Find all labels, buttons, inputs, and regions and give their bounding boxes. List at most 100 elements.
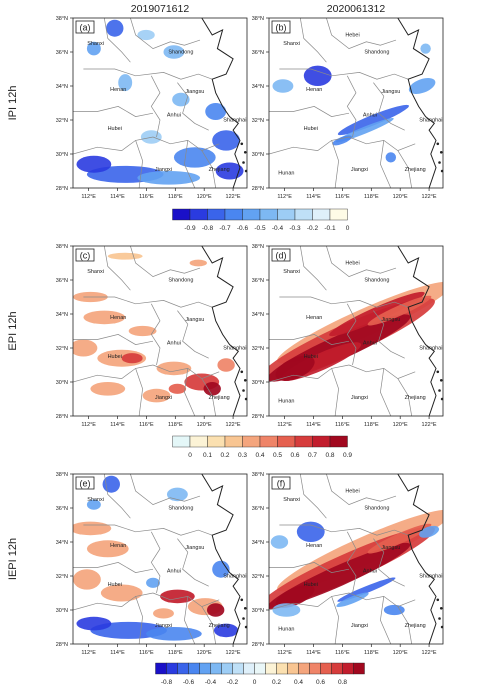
- colorbar-swatch: [189, 208, 208, 221]
- province-boundary: [73, 364, 154, 383]
- negative-field-patch: [205, 103, 227, 120]
- province-boundary: [331, 368, 339, 416]
- colorbar-swatch: [287, 662, 299, 675]
- province-label: Anhui: [167, 569, 181, 575]
- province-label: Shandong: [168, 50, 193, 56]
- lon-label: 114°E: [306, 194, 321, 200]
- colorbar-swatch: [232, 662, 244, 675]
- colorbar-label: -0.9: [184, 225, 196, 232]
- colorbar-label: 0.3: [238, 452, 247, 459]
- province-boundary: [103, 246, 131, 291]
- province-label: Anhui: [363, 113, 377, 119]
- lat-label: 34°N: [56, 540, 68, 546]
- province-label: Shanghai: [223, 346, 246, 352]
- lat-label: 36°N: [252, 50, 264, 56]
- province-label: Jiangsu: [185, 89, 204, 95]
- province-label: Shandong: [364, 506, 389, 512]
- province-boundary: [299, 246, 327, 291]
- panel-tag-box: [271, 248, 291, 262]
- negative-field-patch: [337, 577, 396, 602]
- province-label: Jiangxi: [351, 395, 368, 401]
- panel-tag: (e): [80, 479, 91, 489]
- province-boundary: [150, 531, 161, 594]
- province-boundary: [269, 136, 350, 155]
- colorbar-swatch: [210, 662, 222, 675]
- lat-label: 28°N: [252, 642, 264, 648]
- province-boundary: [346, 75, 357, 138]
- colorbar-label: 0.6: [290, 452, 299, 459]
- province-label: Zhejiang: [405, 623, 426, 629]
- island: [244, 169, 247, 173]
- colorbar-label: -0.8: [202, 225, 214, 232]
- province-boundary: [397, 606, 413, 644]
- province-boundary: [373, 310, 405, 359]
- map-panel: Hebei Shanxi Shandong Henan Jiangsu Anhui Hube…: [252, 472, 444, 656]
- colorbar-swatch: [329, 435, 348, 448]
- field-layer: [269, 246, 443, 416]
- province-label: Anhui: [363, 569, 377, 575]
- colorbar-swatch: [277, 435, 296, 448]
- lat-label: 28°N: [252, 186, 264, 192]
- colorbar-label: 0.9: [343, 452, 352, 459]
- lat-label: 30°N: [56, 152, 68, 158]
- province-label: Jiangxi: [155, 623, 172, 629]
- lon-label: 116°E: [335, 194, 350, 200]
- lon-label: 122°E: [422, 422, 437, 428]
- island: [242, 161, 245, 164]
- province-boundary: [397, 150, 413, 188]
- negative-field-patch: [146, 577, 160, 588]
- lon-label: 120°E: [393, 422, 408, 428]
- colorbar-label: -0.1: [324, 225, 336, 232]
- island: [242, 389, 245, 392]
- province-label: Hunan: [278, 398, 294, 404]
- positive-field-patch: [121, 353, 143, 364]
- lat-label: 34°N: [56, 84, 68, 90]
- province-label: Hebei: [345, 33, 359, 39]
- row-label: IPI 12h: [7, 86, 19, 121]
- colorbar: -0.9 -0.8 -0.7 -0.6 -0.5 -0.4 -0.3 -0.2 -0.1 0: [172, 208, 350, 232]
- colorbar-swatch: [166, 662, 178, 675]
- map-panel: Shanxi Shandong Henan Jiangsu Anhui Hubei Shan…: [56, 16, 248, 200]
- lat-label: 34°N: [56, 312, 68, 318]
- province-boundary: [177, 82, 209, 131]
- province-label: Henan: [110, 543, 126, 549]
- island: [243, 379, 247, 382]
- colorbar-label: -0.4: [205, 679, 217, 686]
- province-label: Henan: [306, 87, 322, 93]
- colorbar-swatch: [242, 435, 261, 448]
- colorbar: -0.8 -0.6 -0.4 -0.2 0 0.2 0.4 0.6 0.8: [155, 662, 365, 686]
- province-label: Jiangsu: [185, 317, 204, 323]
- lon-label: 122°E: [226, 194, 241, 200]
- colorbar-swatch: [172, 208, 191, 221]
- panel-tag: (a): [80, 23, 91, 33]
- colorbar-swatch: [221, 662, 233, 675]
- island: [439, 607, 443, 610]
- row-label: EPI 12h: [7, 311, 19, 350]
- colorbar-label: -0.7: [219, 225, 231, 232]
- province-label: Jiangsu: [381, 317, 400, 323]
- island: [240, 142, 244, 146]
- coastline: [397, 246, 437, 416]
- colorbar-swatch: [259, 208, 278, 221]
- island: [440, 625, 443, 629]
- colorbar-swatch: [259, 435, 278, 448]
- province-boundary: [73, 334, 154, 345]
- lat-label: 32°N: [252, 574, 264, 580]
- province-boundary: [331, 140, 339, 188]
- lon-label: 112°E: [277, 650, 292, 656]
- positive-field-patch: [142, 388, 171, 403]
- negative-field-patch: [86, 41, 101, 56]
- colorbar-label: -0.3: [289, 225, 301, 232]
- province-label: Zhejiang: [209, 167, 230, 173]
- lat-label: 38°N: [56, 244, 68, 250]
- province-label: Zhejiang: [405, 167, 426, 173]
- coastline: [201, 246, 241, 416]
- province-label: Shanghai: [223, 118, 246, 124]
- negative-field-patch: [383, 604, 405, 616]
- column-header: 2020061312: [327, 3, 386, 15]
- province-boundary: [177, 538, 209, 587]
- negative-field-patch: [137, 171, 201, 185]
- province-boundary: [201, 378, 217, 416]
- province-boundary: [201, 606, 217, 644]
